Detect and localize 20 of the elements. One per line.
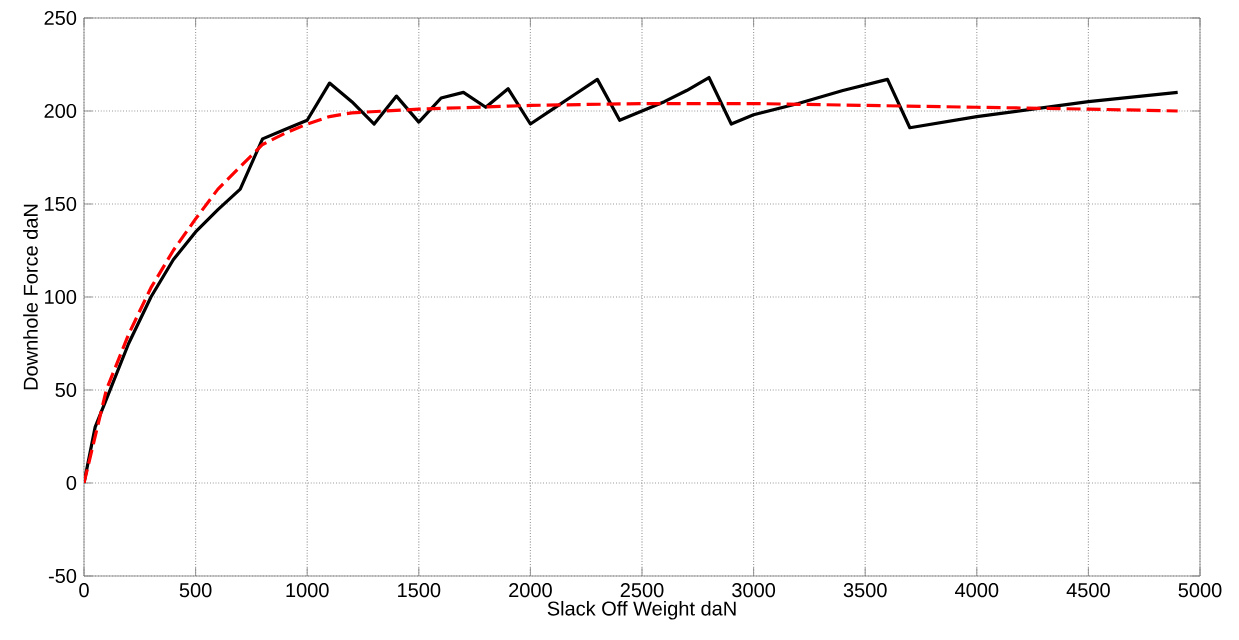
- x-tick-label: 500: [179, 583, 212, 598]
- x-tick-label: 0: [79, 583, 89, 598]
- y-axis-title: Downhole Force daN: [23, 204, 38, 390]
- y-tick-label: 200: [44, 103, 77, 119]
- x-tick-label: 2500: [620, 583, 664, 598]
- x-tick-label: 5000: [1178, 583, 1222, 598]
- y-tick-label: 50: [55, 382, 77, 398]
- x-tick-label: 3500: [843, 583, 887, 598]
- x-tick-label: 2000: [509, 583, 552, 598]
- x-axis-title: Slack Off Weight daN: [547, 600, 736, 620]
- y-tick-label: 250: [44, 10, 77, 26]
- x-tick-label: 3000: [732, 583, 776, 598]
- y-tick-label: 100: [45, 289, 77, 305]
- x-tick-label: 1500: [398, 583, 441, 598]
- y-tick-label: 0: [66, 475, 77, 491]
- x-tick-label: 1000: [286, 583, 329, 598]
- x-tick-label: 4500: [1066, 583, 1110, 598]
- y-tick-label: -50: [48, 568, 77, 584]
- x-tick-label: 4000: [955, 583, 999, 598]
- y-tick-label: 150: [45, 196, 77, 212]
